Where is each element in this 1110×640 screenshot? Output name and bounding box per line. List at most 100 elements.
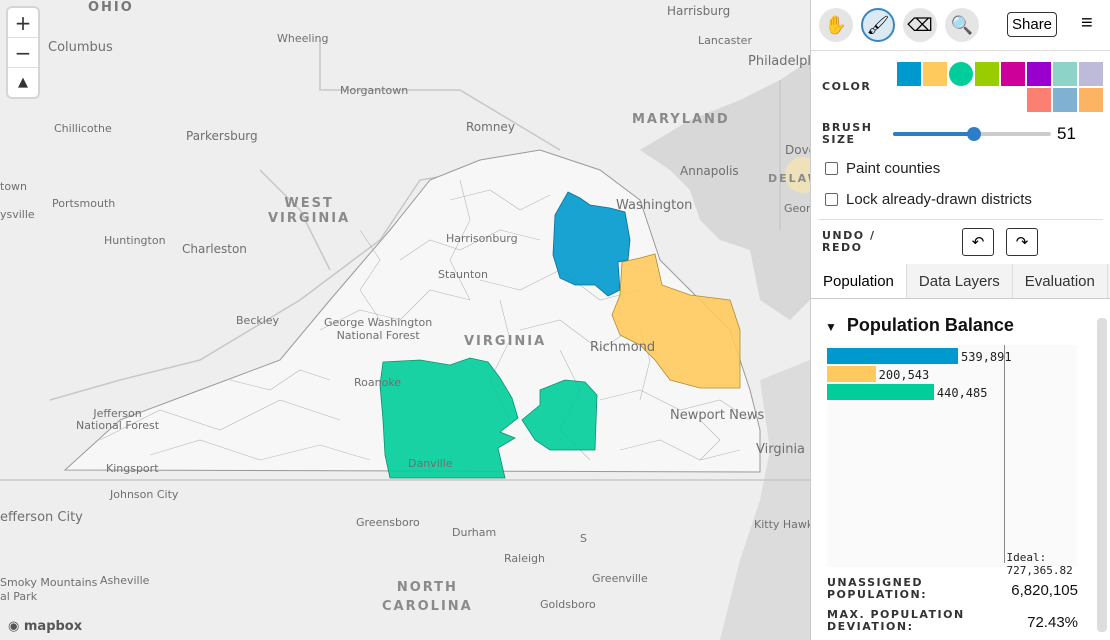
population-bar (827, 348, 959, 364)
color-swatch[interactable] (1027, 62, 1051, 86)
lock-districts-label: Lock already-drawn districts (846, 191, 1032, 208)
side-panel: ✋ 🖌 ⌫ 🔍 Share ≡ COLOR BRUSH SIZE 51 Pain… (810, 0, 1110, 640)
label-durham: Durham (452, 526, 497, 539)
label-asheville: Asheville (100, 574, 150, 587)
label-philadelphia: Philadelphia (748, 54, 810, 69)
tab-data-layers[interactable]: Data Layers (907, 264, 1013, 298)
label-lancaster: Lancaster (698, 34, 752, 47)
eraser-icon: ⌫ (907, 14, 933, 35)
chart-area (827, 345, 1077, 567)
color-swatch[interactable] (949, 62, 973, 86)
redo-icon: ↷ (1015, 234, 1029, 251)
label-morgantown: Morgantown (340, 84, 409, 97)
color-swatch[interactable] (1053, 62, 1077, 86)
color-swatch[interactable] (1079, 62, 1103, 86)
label-jefferson-forest: Jefferson National Forest (76, 407, 160, 432)
label-virginia-beach: Virginia B (756, 442, 810, 457)
label-maryland: MARYLAND (632, 112, 730, 127)
zoom-out-button[interactable]: − (8, 38, 38, 68)
slider-knob[interactable] (966, 127, 981, 141)
label-columbus: Columbus (48, 40, 113, 55)
label-delaware: DELAW (768, 172, 810, 185)
pan-tool-button[interactable]: ✋ (819, 8, 853, 42)
district-yellow[interactable] (611, 253, 741, 389)
zoom-control: + − ▲ (8, 8, 38, 97)
label-gwnf: George Washington National Forest (324, 316, 433, 342)
max-deviation-label: MAX. POPULATION DEVIATION: (827, 608, 965, 633)
label-wheeling: Wheeling (277, 32, 329, 45)
population-bar-label: 539,891 (961, 350, 1012, 364)
label-annapolis: Annapolis (680, 164, 739, 178)
zoom-in-button[interactable]: + (8, 8, 38, 38)
eraser-tool-button[interactable]: ⌫ (903, 8, 937, 42)
label-charleston: Charleston (182, 242, 247, 256)
brush-icon: 🖌 (866, 14, 890, 35)
panel-scrollbar[interactable] (1097, 318, 1107, 632)
label-beckley: Beckley (236, 314, 280, 327)
unassigned-population-value: 6,820,105 (1011, 582, 1078, 599)
checkbox-box[interactable] (825, 162, 838, 175)
label-west-virginia: WEST VIRGINIA (268, 196, 351, 226)
mapbox-logo[interactable]: ◉ mapbox (8, 619, 83, 634)
checkbox-box[interactable] (825, 193, 838, 206)
paint-counties-checkbox[interactable]: Paint counties (825, 160, 940, 177)
tab-population[interactable]: Population (811, 264, 907, 298)
lock-districts-checkbox[interactable]: Lock already-drawn districts (825, 191, 1032, 208)
label-north-carolina: NORTH CAROLINA (382, 580, 473, 614)
redo-button[interactable]: ↷ (1006, 228, 1038, 256)
population-balance-title: Population Balance (846, 315, 1014, 335)
brush-size-slider[interactable] (893, 127, 1051, 141)
label-roanoke: Roanoke (354, 376, 402, 389)
color-swatch[interactable] (1079, 88, 1103, 112)
population-bar-label: 200,543 (878, 368, 930, 382)
magnifier-icon: 🔍 (950, 14, 974, 35)
district-green-west[interactable] (379, 357, 519, 479)
label-greensboro: Greensboro (356, 516, 420, 529)
precinct-lines (99, 179, 751, 461)
share-button[interactable]: Share (1007, 12, 1058, 37)
slider-fill (893, 132, 974, 136)
color-swatch[interactable] (1027, 88, 1051, 112)
divider (819, 219, 1103, 220)
label-smoky: Smoky Mountains al Park (0, 576, 98, 603)
menu-icon[interactable]: ≡ (1081, 12, 1093, 34)
label-huntington: Huntington (104, 234, 166, 247)
label-parkersburg: Parkersburg (186, 129, 258, 143)
color-swatch[interactable] (1001, 62, 1025, 86)
color-swatches (887, 62, 1103, 112)
label-virginia: VIRGINIA (464, 334, 547, 349)
tab-evaluation[interactable]: Evaluation (1013, 264, 1108, 298)
ideal-line (1003, 345, 1005, 563)
undo-redo-label: UNDO / REDO (822, 229, 876, 254)
chesapeake-bay (640, 60, 810, 320)
population-balance-heading[interactable]: ▼ Population Balance (825, 315, 1014, 336)
district-blue[interactable] (552, 191, 631, 297)
color-swatch[interactable] (975, 62, 999, 86)
undo-button[interactable]: ↶ (962, 228, 994, 256)
atlantic-coast (720, 360, 810, 640)
label-goldsboro: Goldsboro (540, 598, 596, 611)
map-canvas[interactable]: OHIO Columbus Wheeling Harrisburg Lancas… (0, 0, 810, 640)
label-ysville: ysville (0, 208, 35, 221)
label-dover: Dove (785, 143, 810, 157)
label-greenville: Greenville (592, 572, 648, 585)
label-johnson-city: Johnson City (110, 488, 179, 501)
label-salisbury: S (580, 532, 587, 545)
label-washington: Washington (616, 198, 693, 213)
max-deviation-value: 72.43% (1027, 614, 1078, 631)
label-staunton: Staunton (438, 268, 488, 281)
label-portsmouth: Portsmouth (52, 197, 116, 210)
unassigned-population-label: UNASSIGNED POPULATION: (827, 576, 928, 601)
compass-button[interactable]: ▲ (18, 75, 28, 90)
label-harrisburg: Harrisburg (667, 4, 731, 18)
chevron-down-icon: ▼ (825, 320, 837, 334)
color-swatch[interactable] (897, 62, 921, 86)
paint-counties-label: Paint counties (846, 160, 941, 177)
color-swatch[interactable] (923, 62, 947, 86)
population-bar (827, 384, 934, 400)
brush-tool-button[interactable]: 🖌 (861, 8, 895, 42)
label-kitty-hawk: Kitty Hawk (754, 518, 810, 531)
inspect-tool-button[interactable]: 🔍 (945, 8, 979, 42)
district-green-east[interactable] (521, 379, 598, 451)
color-swatch[interactable] (1053, 88, 1077, 112)
